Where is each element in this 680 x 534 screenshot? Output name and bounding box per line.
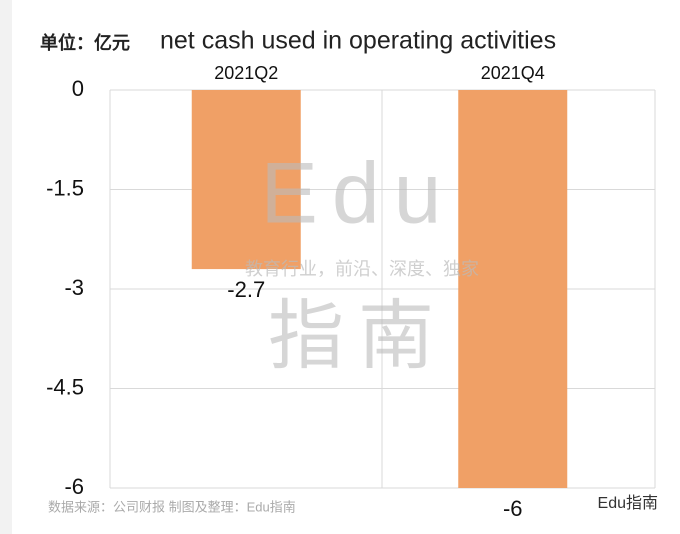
watermark-brand: Edu bbox=[260, 146, 455, 242]
watermark-brand-cn: 指南 bbox=[268, 294, 448, 379]
y-tick-label: -1.5 bbox=[46, 175, 84, 200]
side-strip bbox=[0, 0, 12, 534]
y-tick-label: -3 bbox=[64, 275, 84, 300]
marks: 0 -1.5 -3 -4.5 -6 2021Q2 -2.7 2021Q4 -6 bbox=[46, 63, 655, 521]
bar bbox=[191, 90, 301, 270]
data-label: -2.7 bbox=[227, 277, 265, 302]
bar bbox=[458, 90, 568, 488]
source: 数据来源：公司财报 制图及整理：Edu指南 bbox=[48, 499, 296, 514]
watermark-slogan: 教育行业，前沿、深度、独家 bbox=[245, 259, 479, 279]
unit-label: 单位：亿元 bbox=[40, 32, 130, 53]
chart-title: net cash used in operating activities bbox=[160, 27, 556, 55]
y-tick-label: -6 bbox=[64, 474, 84, 499]
y-tick-label: 0 bbox=[72, 76, 84, 101]
y-tick-label: -4.5 bbox=[46, 374, 84, 399]
logo: Edu指南 bbox=[598, 494, 658, 512]
category-label: 2021Q2 bbox=[214, 63, 278, 83]
category-label: 2021Q4 bbox=[481, 63, 545, 83]
data-label: -6 bbox=[503, 496, 523, 521]
